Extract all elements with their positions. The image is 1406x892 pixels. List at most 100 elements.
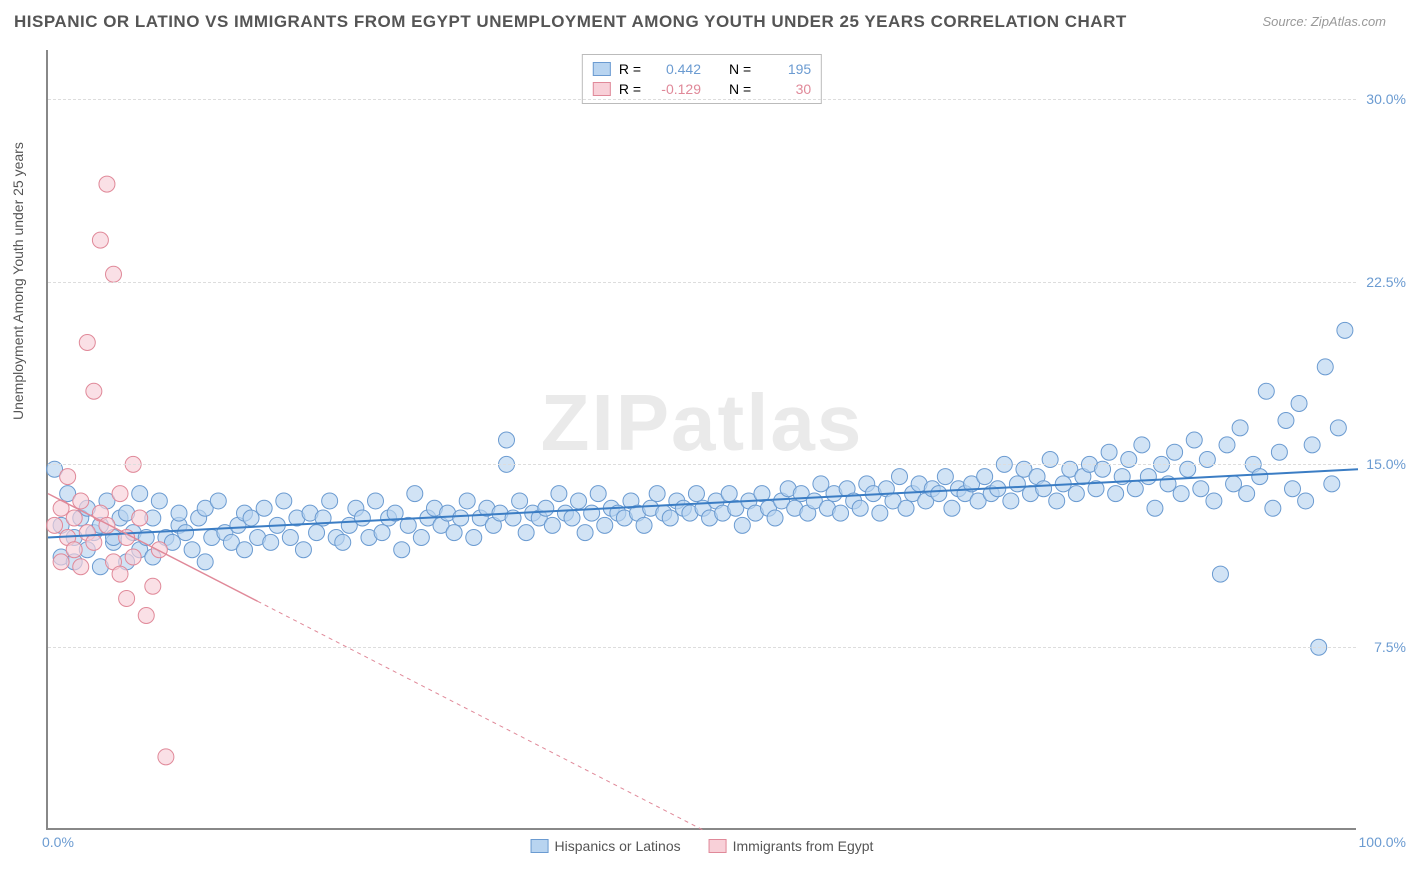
data-point [197,554,213,570]
data-point [368,493,384,509]
ytick-label: 7.5% [1362,639,1406,655]
data-point [237,542,253,558]
data-point [499,432,515,448]
xtick-label: 0.0% [42,834,74,850]
data-point [649,486,665,502]
data-point [1265,500,1281,516]
data-point [1291,395,1307,411]
legend-item-0: Hispanics or Latinos [531,838,681,854]
ytick-label: 15.0% [1362,456,1406,472]
data-point [282,530,298,546]
data-point [767,510,783,526]
data-point [47,517,63,533]
data-point [158,749,174,765]
source-label: Source: ZipAtlas.com [1262,14,1386,29]
data-point [171,505,187,521]
data-point [1219,437,1235,453]
data-point [1239,486,1255,502]
data-point [688,486,704,502]
data-point [931,486,947,502]
data-point [1271,444,1287,460]
data-point [453,510,469,526]
data-point [1140,469,1156,485]
data-point [119,590,135,606]
data-point [1049,493,1065,509]
data-point [446,525,462,541]
data-point [92,232,108,248]
data-point [1252,469,1268,485]
data-point [662,510,678,526]
trend-line-dashed [258,601,703,830]
data-point [354,510,370,526]
data-point [538,500,554,516]
data-point [60,469,76,485]
data-point [1068,486,1084,502]
data-point [721,486,737,502]
y-axis-label: Unemployment Among Youth under 25 years [10,142,26,420]
data-point [1009,476,1025,492]
data-point [132,486,148,502]
data-point [106,266,122,282]
data-point [1317,359,1333,375]
data-point [1206,493,1222,509]
data-point [151,493,167,509]
series-legend: Hispanics or Latinos Immigrants from Egy… [531,838,874,854]
data-point [1186,432,1202,448]
gridline [48,282,1356,283]
data-point [243,510,259,526]
data-point [295,542,311,558]
data-point [590,486,606,502]
legend-item-1: Immigrants from Egypt [709,838,874,854]
data-point [210,493,226,509]
data-point [1003,493,1019,509]
data-point [1304,437,1320,453]
chart-title: HISPANIC OR LATINO VS IMMIGRANTS FROM EG… [14,12,1127,32]
data-point [512,493,528,509]
data-point [1285,481,1301,497]
data-point [551,486,567,502]
data-point [73,493,89,509]
data-point [1278,413,1294,429]
legend-swatch-0 [531,839,549,853]
data-point [584,505,600,521]
data-point [99,517,115,533]
data-point [898,500,914,516]
data-point [184,542,200,558]
legend-label-1: Immigrants from Egypt [733,838,874,854]
data-point [1193,481,1209,497]
data-point [322,493,338,509]
data-point [309,525,325,541]
data-point [518,525,534,541]
data-point [99,176,115,192]
data-point [394,542,410,558]
data-point [1036,481,1052,497]
data-point [86,534,102,550]
gridline [48,99,1356,100]
data-point [564,510,580,526]
data-point [571,493,587,509]
data-point [937,469,953,485]
data-point [1127,481,1143,497]
data-point [1173,486,1189,502]
data-point [636,517,652,533]
ytick-label: 22.5% [1362,274,1406,290]
data-point [66,510,82,526]
xtick-label: 100.0% [1359,834,1406,850]
data-point [459,493,475,509]
data-point [178,525,194,541]
data-point [256,500,272,516]
data-point [138,608,154,624]
data-point [112,566,128,582]
data-point [263,534,279,550]
data-point [66,542,82,558]
data-point [53,554,69,570]
legend-label-0: Hispanics or Latinos [555,838,681,854]
data-point [944,500,960,516]
data-point [1337,322,1353,338]
data-point [413,530,429,546]
data-point [125,549,141,565]
data-point [597,517,613,533]
data-point [79,335,95,351]
data-point [852,500,868,516]
data-point [1108,486,1124,502]
